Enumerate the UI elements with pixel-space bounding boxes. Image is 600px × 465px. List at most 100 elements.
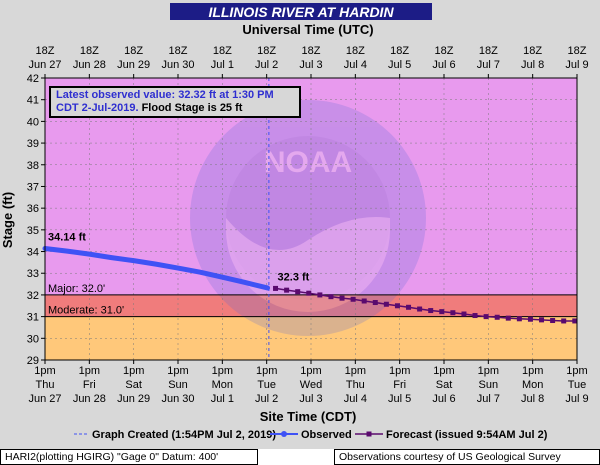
latest-observation-line2: CDT 2-Jul-2019. Flood Stage is 25 ft xyxy=(56,102,294,115)
top-tick-label-time: 18Z xyxy=(213,45,232,57)
bottom-tick-label-time: 1pm xyxy=(212,365,233,377)
footer-credits: Observations courtesy of US Geological S… xyxy=(334,449,600,465)
forecast-point xyxy=(483,314,489,320)
top-tick-label-date: Jun 30 xyxy=(161,59,194,71)
top-tick-label-date: Jul 9 xyxy=(565,59,588,71)
y-tick-label: 36 xyxy=(27,203,39,215)
top-tick-label-time: 18Z xyxy=(257,45,276,57)
forecast-point xyxy=(505,315,511,321)
bottom-tick-label-weekday: Fri xyxy=(393,379,406,391)
top-tick-label-date: Jul 8 xyxy=(521,59,544,71)
forecast-point xyxy=(306,290,312,296)
top-tick-label-date: Jun 28 xyxy=(73,59,106,71)
bottom-tick-label-time: 1pm xyxy=(79,365,100,377)
y-tick-label: 40 xyxy=(27,116,39,128)
top-tick-label-time: 18Z xyxy=(346,45,365,57)
bottom-tick-label-weekday: Thu xyxy=(346,379,365,391)
forecast-point xyxy=(550,318,556,324)
forecast-value-label: 32.3 ft xyxy=(278,271,310,283)
forecast-point xyxy=(295,289,301,295)
y-tick-label: 38 xyxy=(27,160,39,172)
flood-stage-text: Flood Stage is 25 ft xyxy=(138,102,243,114)
top-tick-label-time: 18Z xyxy=(80,45,99,57)
top-tick-label-time: 18Z xyxy=(390,45,409,57)
bottom-tick-label-time: 1pm xyxy=(300,365,321,377)
bottom-tick-label-date: Jul 5 xyxy=(388,393,411,405)
y-tick-label: 34 xyxy=(27,247,39,259)
latest-observation-date: CDT 2-Jul-2019. xyxy=(56,102,139,114)
top-tick-label-date: Jul 4 xyxy=(344,59,367,71)
bottom-tick-label-weekday: Wed xyxy=(300,379,322,391)
top-tick-label-date: Jul 6 xyxy=(432,59,455,71)
bottom-tick-label-date: Jun 30 xyxy=(161,393,194,405)
bottom-tick-label-weekday: Mon xyxy=(522,379,543,391)
latest-observation-box: Latest observed value: 32.32 ft at 1:30 … xyxy=(49,86,301,118)
bottom-tick-label-date: Jun 29 xyxy=(117,393,150,405)
forecast-point xyxy=(417,306,423,312)
noaa-watermark-logo: NOAA xyxy=(190,100,426,336)
bottom-axis-title: Site Time (CDT) xyxy=(260,409,357,424)
forecast-point xyxy=(572,318,578,324)
bottom-tick-label-date: Jul 9 xyxy=(565,393,588,405)
forecast-point xyxy=(561,318,567,324)
top-tick-label-time: 18Z xyxy=(568,45,587,57)
y-tick-label: 29 xyxy=(27,355,39,367)
bottom-tick-label-date: Jul 1 xyxy=(211,393,234,405)
bottom-tick-label-time: 1pm xyxy=(34,365,55,377)
forecast-point xyxy=(472,313,478,319)
bottom-tick-label-weekday: Mon xyxy=(212,379,233,391)
bottom-tick-label-time: 1pm xyxy=(522,365,543,377)
bottom-tick-label-weekday: Tue xyxy=(568,379,587,391)
bottom-tick-label-time: 1pm xyxy=(478,365,499,377)
forecast-point xyxy=(284,287,290,293)
threshold-label-moderate: Moderate: 31.0' xyxy=(48,305,124,317)
y-tick-label: 39 xyxy=(27,138,39,150)
y-tick-label: 37 xyxy=(27,181,39,193)
bottom-tick-label-date: Jul 3 xyxy=(299,393,322,405)
forecast-line xyxy=(274,287,576,322)
top-tick-label-date: Jul 7 xyxy=(477,59,500,71)
top-tick-label-date: Jul 3 xyxy=(299,59,322,71)
title-bar xyxy=(170,3,432,20)
forecast-point xyxy=(439,309,445,315)
chart-title: ILLINOIS RIVER AT HARDIN xyxy=(208,4,394,20)
bottom-tick-label-date: Jul 7 xyxy=(477,393,500,405)
bottom-tick-label-time: 1pm xyxy=(389,365,410,377)
y-tick-label: 31 xyxy=(27,312,39,324)
series-layer: 34.14 ft 32.3 ft xyxy=(42,232,578,324)
svg-text:NOAA: NOAA xyxy=(264,146,352,179)
footer-datum-info: HARI2(plotting HGIRG) "Gage 0" Datum: 40… xyxy=(0,449,258,465)
forecast-point xyxy=(361,298,367,304)
legend-observed-marker xyxy=(281,431,287,437)
top-tick-label-date: Jul 5 xyxy=(388,59,411,71)
top-tick-label-time: 18Z xyxy=(302,45,321,57)
axis-tick-labels: 29 30 31 32 33 34 35 36 37 38 39 40 41 42 18Z Jun 27 18Z… xyxy=(27,45,589,405)
top-tick-label-time: 18Z xyxy=(124,45,143,57)
bottom-tick-label-time: 1pm xyxy=(167,365,188,377)
observed-value-label: 34.14 ft xyxy=(48,232,86,244)
bottom-tick-label-date: Jun 27 xyxy=(28,393,61,405)
y-tick-label: 32 xyxy=(27,290,39,302)
forecast-point xyxy=(394,303,400,309)
top-tick-label-time: 18Z xyxy=(435,45,454,57)
forecast-point xyxy=(461,311,467,317)
y-tick-label: 41 xyxy=(27,95,39,107)
forecast-point xyxy=(317,292,323,298)
bottom-tick-label-weekday: Tue xyxy=(257,379,276,391)
bottom-tick-label-time: 1pm xyxy=(345,365,366,377)
bottom-tick-label-time: 1pm xyxy=(256,365,277,377)
legend-forecast-label: Forecast (issued 9:54AM Jul 2) xyxy=(386,429,548,441)
forecast-point xyxy=(339,295,345,301)
observed-line xyxy=(42,246,271,291)
top-tick-label-date: Jul 1 xyxy=(211,59,234,71)
bottom-tick-label-time: 1pm xyxy=(566,365,587,377)
y-tick-label: 35 xyxy=(27,225,39,237)
forecast-point xyxy=(406,304,412,310)
forecast-point xyxy=(494,314,500,320)
top-tick-label-time: 18Z xyxy=(169,45,188,57)
bottom-tick-label-time: 1pm xyxy=(123,365,144,377)
top-tick-label-time: 18Z xyxy=(479,45,498,57)
y-tick-label: 42 xyxy=(27,73,39,85)
legend: Graph Created (1:54PM Jul 2, 2019) Obser… xyxy=(74,429,548,441)
